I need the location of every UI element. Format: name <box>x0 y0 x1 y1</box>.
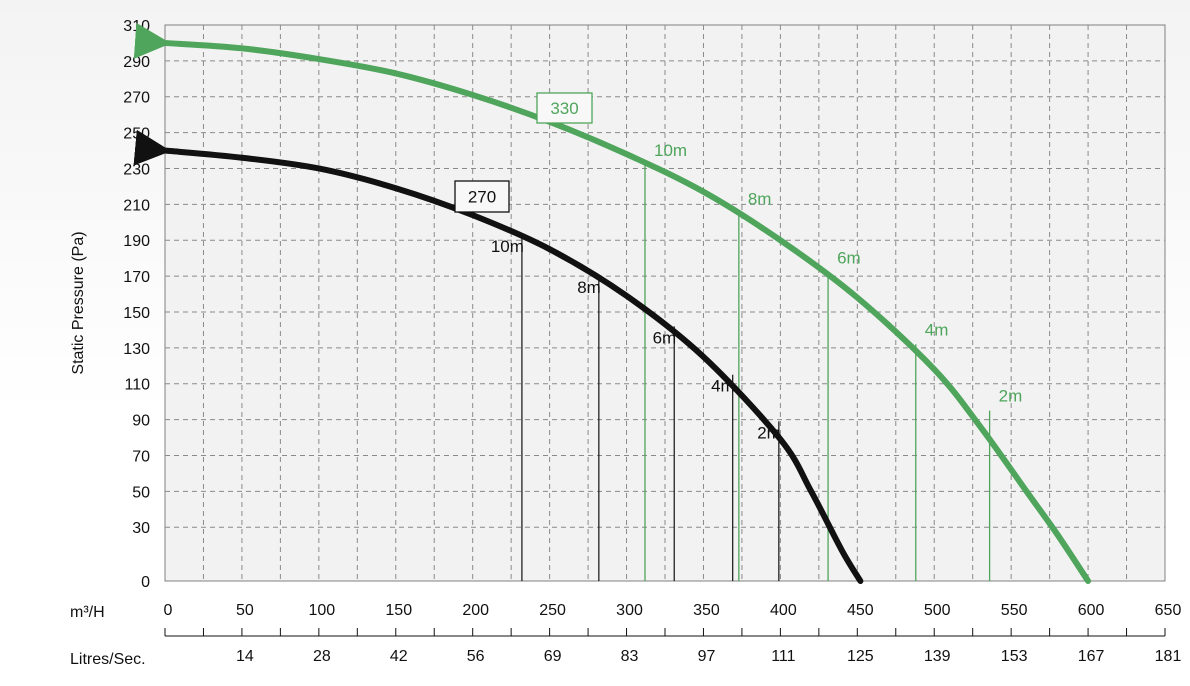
y-tick-label: 90 <box>132 413 150 430</box>
y-tick-label: 310 <box>123 18 150 35</box>
distance-label: 8m <box>577 278 601 297</box>
x2-tick-label: 111 <box>771 648 795 665</box>
x2-tick-label: 14 <box>236 648 254 665</box>
y-tick-label: 210 <box>123 197 150 214</box>
series-labels: 10m 8m 6m 4m 2m 10m 8m 6m 4m 2m 330 270 <box>454 92 1023 442</box>
x2-tick-label: 28 <box>313 648 331 665</box>
x-tick-label: 600 <box>1078 602 1105 619</box>
x2-tick-label: 167 <box>1078 648 1105 665</box>
y-axis-label: Static Pressure (Pa) <box>70 231 87 374</box>
y-tick-label: 50 <box>132 484 150 501</box>
y-tick-label: 110 <box>124 377 150 394</box>
distance-label: 2m <box>999 387 1023 406</box>
x-tick-label: 400 <box>770 602 797 619</box>
distance-label: 10m <box>654 141 687 160</box>
distance-label: 10m <box>491 237 524 256</box>
x-axis: 0 50 100 150 200 250 300 350 400 450 500 550 600 650 1… <box>164 602 1182 665</box>
y-tick-label: 230 <box>123 161 150 178</box>
curves <box>133 22 1092 584</box>
x-tick-label: 250 <box>539 602 566 619</box>
y-tick-label: 190 <box>123 233 150 250</box>
x2-tick-label: 56 <box>467 648 485 665</box>
y-tick-label: 290 <box>123 54 150 71</box>
distance-label: 4m <box>925 320 949 339</box>
x2-tick-label: 69 <box>544 648 562 665</box>
x2-tick-label: 83 <box>621 648 639 665</box>
x2-tick-label: 181 <box>1155 648 1182 665</box>
y-tick-label: 130 <box>123 341 150 358</box>
x2-axis-label: Litres/Sec. <box>70 651 146 668</box>
x2-tick-label: 42 <box>390 648 408 665</box>
x2-tick-label: 139 <box>924 648 951 665</box>
x-tick-label: 200 <box>462 602 489 619</box>
drop-lines <box>521 164 991 581</box>
x-tick-label: 300 <box>616 602 643 619</box>
x-tick-label: 50 <box>236 602 254 619</box>
x2-tick-label: 97 <box>698 648 716 665</box>
x2-tick-label: 125 <box>847 648 874 665</box>
curve-270 <box>133 129 864 584</box>
distance-label: 6m <box>837 249 861 268</box>
x-tick-label: 350 <box>693 602 720 619</box>
curve-330 <box>133 22 1092 584</box>
x-tick-label: 100 <box>308 602 335 619</box>
y-tick-label: 250 <box>123 126 150 143</box>
y-tick-label: 70 <box>132 448 150 465</box>
y-tick-label: 30 <box>132 520 150 537</box>
series-name-box <box>454 180 510 213</box>
y-tick-label: 170 <box>123 269 150 286</box>
x-tick-label: 150 <box>385 602 412 619</box>
x-tick-label: 0 <box>164 602 173 619</box>
y-axis-ticks: 0 30 50 70 90 110 130 150 170 190 210 230 250 270 290 3… <box>123 18 150 591</box>
distance-label: 4m <box>711 377 735 396</box>
y-tick-label: 150 <box>123 305 150 322</box>
series-name-label: 270 <box>468 188 496 207</box>
x-axis-label: m³/H <box>70 604 105 621</box>
series-name-label: 330 <box>550 99 578 118</box>
series-name-box <box>536 92 593 124</box>
y-tick-label: 270 <box>123 90 150 107</box>
y-tick-label: 0 <box>141 574 150 591</box>
x-tick-label: 450 <box>847 602 874 619</box>
x-tick-label: 550 <box>1001 602 1028 619</box>
x-tick-label: 500 <box>924 602 951 619</box>
distance-label: 2m <box>757 423 781 442</box>
distance-label: 8m <box>748 189 772 208</box>
x-tick-label: 650 <box>1155 602 1182 619</box>
x2-tick-label: 153 <box>1001 648 1028 665</box>
distance-label: 6m <box>653 328 677 347</box>
